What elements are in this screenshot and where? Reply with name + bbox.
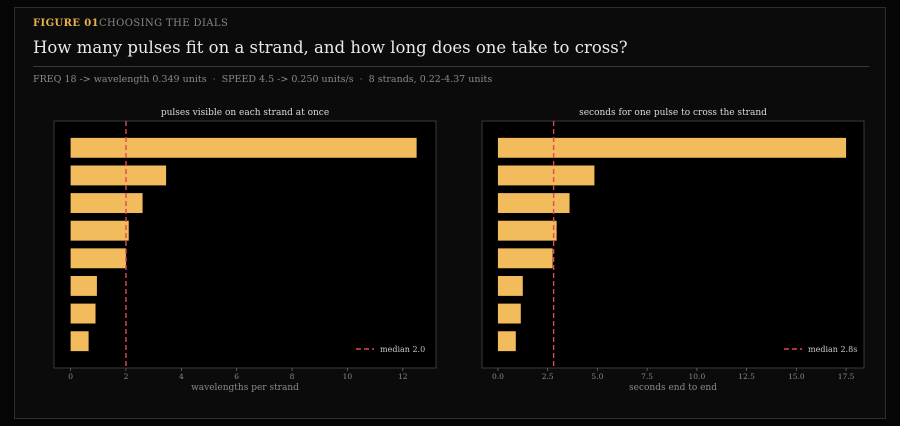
bar-1-6 bbox=[70, 275, 97, 296]
x-tick-label-1-1: 0 bbox=[68, 372, 73, 381]
bar-1-2 bbox=[70, 165, 167, 186]
bar-2-4 bbox=[497, 220, 557, 241]
figure-title: How many pulses fit on a strand, and how… bbox=[33, 38, 628, 57]
bar-2-1 bbox=[497, 137, 847, 158]
x-tick-label-2-1: 0.0 bbox=[492, 372, 504, 381]
subtitle-frequency: FREQ 18 -> wavelength 0.349 units bbox=[33, 74, 207, 85]
bar-2-2 bbox=[497, 165, 595, 186]
x-tick-label-2-2: 2.5 bbox=[542, 372, 554, 381]
x-axis-label-2: seconds end to end bbox=[629, 383, 717, 393]
legend-label-1: median 2.0 bbox=[380, 345, 425, 354]
x-tick-label-2-6: 12.5 bbox=[738, 372, 755, 381]
plot-area-2 bbox=[481, 120, 865, 369]
x-tick-label-2-8: 17.5 bbox=[838, 372, 855, 381]
figure-subtitle: FREQ 18 -> wavelength 0.349 units · SPEED … bbox=[33, 74, 492, 85]
x-tick-label-1-3: 4 bbox=[179, 372, 184, 381]
bar-1-5 bbox=[70, 248, 126, 269]
subtitle-strands: 8 strands, 0.22-4.37 units bbox=[368, 74, 493, 85]
subtitle-speed: SPEED 4.5 -> 0.250 units/s bbox=[221, 74, 354, 85]
x-tick-label-2-4: 7.5 bbox=[641, 372, 653, 381]
bar-2-3 bbox=[497, 193, 570, 214]
bar-2-5 bbox=[497, 248, 553, 269]
figure-label: FIGURE 01 bbox=[33, 18, 99, 29]
title-divider bbox=[33, 66, 869, 67]
bar-2-7 bbox=[497, 303, 521, 324]
subtitle-separator: · bbox=[212, 74, 216, 85]
bar-2-8 bbox=[497, 331, 516, 352]
x-tick-label-2-3: 5.0 bbox=[591, 372, 603, 381]
bar-1-8 bbox=[70, 331, 89, 352]
section-label: CHOOSING THE DIALS bbox=[98, 18, 229, 29]
x-tick-label-2-7: 15.0 bbox=[788, 372, 805, 381]
x-tick-label-2-5: 10.0 bbox=[689, 372, 706, 381]
x-tick-label-1-7: 12 bbox=[398, 372, 408, 381]
bar-1-1 bbox=[70, 137, 417, 158]
x-axis-label-1: wavelengths per strand bbox=[191, 383, 299, 393]
subtitle-separator: · bbox=[359, 74, 363, 85]
x-tick-label-1-6: 10 bbox=[343, 372, 353, 381]
figure-eyebrow: FIGURE 01CHOOSING THE DIALS bbox=[33, 18, 228, 29]
chart-title-2: seconds for one pulse to cross the stran… bbox=[579, 108, 767, 118]
bar-1-4 bbox=[70, 220, 129, 241]
chart-title-1: pulses visible on each strand at once bbox=[161, 108, 329, 118]
bar-1-3 bbox=[70, 193, 143, 214]
bar-1-7 bbox=[70, 303, 96, 324]
x-tick-label-1-2: 2 bbox=[124, 372, 129, 381]
plot-area-1 bbox=[53, 120, 437, 369]
bar-2-6 bbox=[497, 275, 523, 296]
x-tick-label-1-4: 6 bbox=[234, 372, 239, 381]
x-tick-label-1-5: 8 bbox=[290, 372, 295, 381]
legend-label-2: median 2.8s bbox=[808, 345, 857, 354]
